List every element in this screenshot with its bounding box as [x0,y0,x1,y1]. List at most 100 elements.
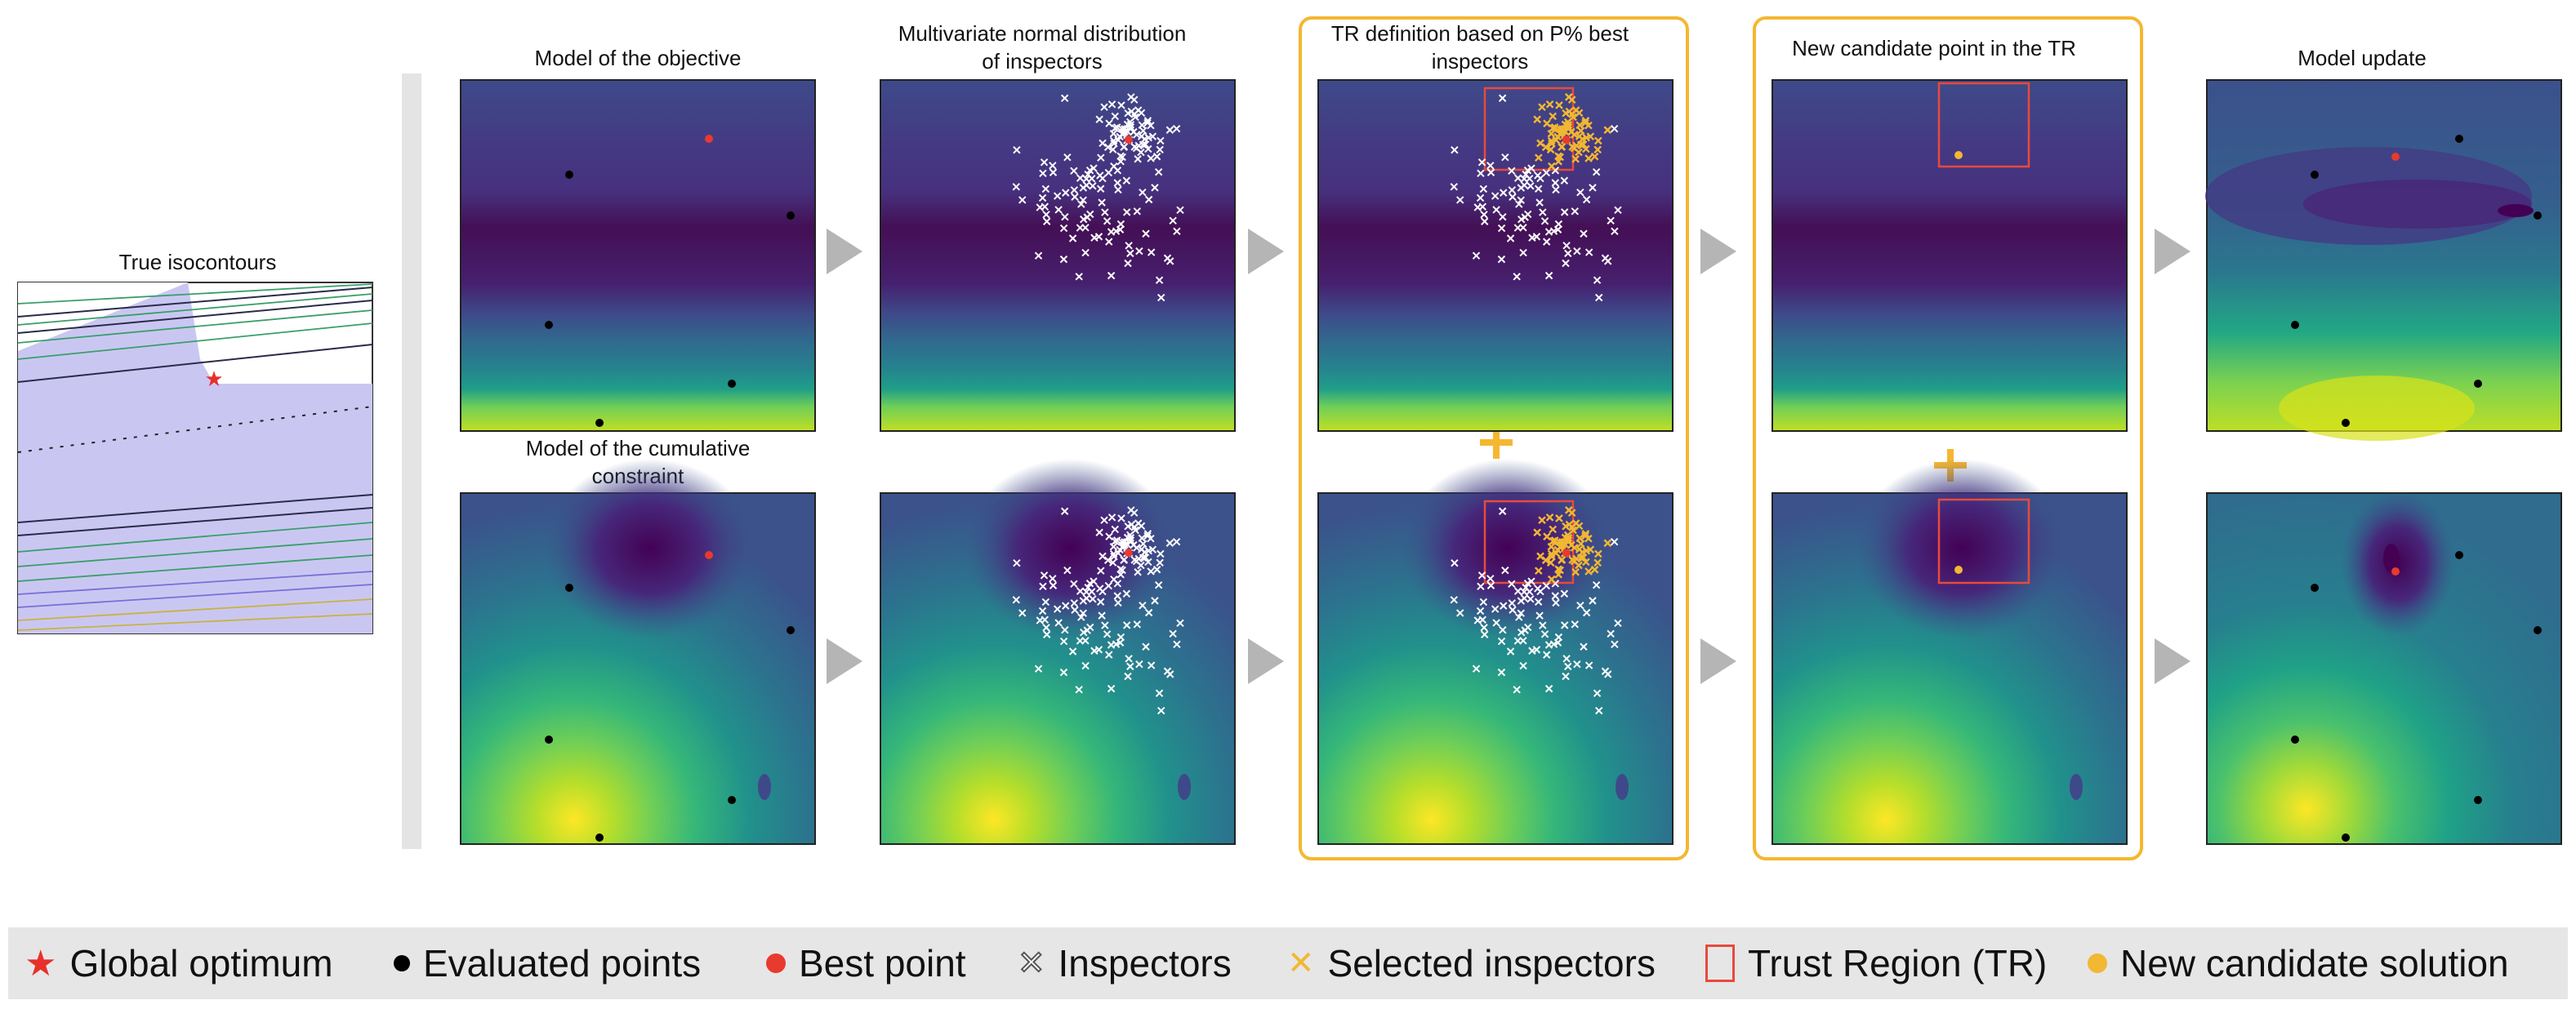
inspector-mark [1061,626,1069,634]
inspector-mark [1506,234,1515,242]
inspector-mark [1127,506,1135,514]
inspector-mark [1077,613,1085,621]
inspector-mark [1172,124,1181,133]
selected-inspector-mark [1554,570,1563,579]
inspector-mark [1116,571,1125,579]
inspector-mark [1110,575,1118,584]
inspector-mark [1059,668,1068,677]
inspector-mark [1593,276,1602,284]
inspector-mark [1089,595,1097,603]
legend-inspectors-label: Inspectors [1058,942,1232,985]
inspector-mark [1477,571,1486,580]
inspector-mark [1156,145,1164,154]
inspector-mark [1480,211,1488,219]
inspector-mark [1607,216,1615,224]
inspector-mark [1132,557,1141,566]
selected-inspector-mark [1581,118,1589,127]
inspector-mark [1535,198,1544,207]
selected-inspector-mark [1549,525,1558,534]
inspector-mark [1480,624,1488,632]
selected-inspector-mark [1565,107,1574,116]
inspector-mark [1517,628,1526,637]
inspector-mark [1139,540,1148,548]
legend-evaluated-points: Evaluated points [394,939,701,988]
inspector-mark [1039,582,1047,590]
inspector-mark [1535,611,1544,620]
inspector-mark [1576,602,1584,610]
inspector-mark [1054,619,1063,627]
selected-inspector-mark [1593,558,1602,567]
inspector-mark [1456,196,1464,204]
inspector-mark [1534,184,1543,193]
selected-inspector-mark [1536,552,1544,561]
inspector-mark [1562,242,1571,250]
legend-selected-inspectors: ✕ Selected inspectors [1287,939,1656,988]
updated-constraint-plot [2206,490,2562,845]
selected-inspector-mark [1571,154,1580,163]
inspector-mark [1500,602,1508,610]
selected-inspector-mark [1555,125,1564,133]
inspector-mark [1536,174,1544,183]
inspector-mark [1169,216,1177,224]
inspector-mark [1603,257,1612,265]
objective-model-title: Model of the objective [535,46,742,70]
inspector-mark [1542,581,1551,590]
inspector-mark [1611,227,1619,236]
inspector-mark [1595,706,1603,715]
inspector-mark [1116,638,1125,647]
selected-inspector-mark [1564,93,1573,101]
inspector-mark [1562,259,1570,268]
inspector-mark [1543,651,1551,659]
inspector-mark [1481,217,1489,225]
inspector-mark [1107,228,1116,236]
inspector-mark [1122,589,1131,598]
inspector-mark [1165,670,1174,678]
inspector-mark [1104,581,1113,590]
inspector-mark [1157,549,1165,558]
inspector-mark [1109,543,1118,551]
inspector-mark [1137,545,1146,553]
inspector-mark [1520,181,1529,189]
inspector-mark [1544,228,1553,236]
legend-best-point: Best point [766,939,966,988]
inspector-mark [1522,583,1530,592]
inspector-mark [1060,507,1069,515]
inspector-mark [1054,206,1063,214]
candidate-constraint-plot [1772,459,2128,845]
inspector-mark [1112,123,1121,131]
inspector-mark [1176,206,1184,215]
selected-inspector-mark [1545,100,1554,109]
inspector-mark [1513,174,1522,182]
inspector-mark [1079,196,1087,204]
inspector-mark [1090,233,1099,242]
inspector-mark [1450,183,1458,191]
inspector-mark [1111,112,1119,121]
inspector-mark [1038,607,1047,616]
mvn-title-line2: of inspectors [982,49,1102,73]
inspector-mark [1084,583,1092,592]
selected-inspector-mark [1581,117,1590,125]
inspector-mark [1173,227,1181,236]
inspector-mark [1107,684,1116,693]
best-point [1124,136,1133,144]
selected-inspector-mark [1581,530,1590,538]
inspector-mark [1592,167,1601,176]
inspector-mark [1039,169,1047,177]
selected-inspector-mark [1576,127,1585,136]
inspector-mark [1138,121,1146,129]
inspector-mark [1034,665,1043,673]
inspector-mark [1614,206,1622,215]
inspector-mark [1506,647,1515,656]
global-optimum-star-icon: ★ [204,367,223,391]
inspector-mark [1076,224,1085,232]
inspector-mark [1539,621,1547,629]
inspector-mark [1543,238,1551,246]
constraint-model-plot [460,459,816,845]
inspector-mark [1144,144,1152,153]
inspector-mark [1105,238,1113,246]
inspector-mark [1081,248,1090,257]
constraint-title-line1: Model of the cumulative [526,436,751,460]
inspector-mark [1079,609,1087,617]
inspector-mark [1076,637,1085,645]
inspector-mark [1553,225,1562,233]
